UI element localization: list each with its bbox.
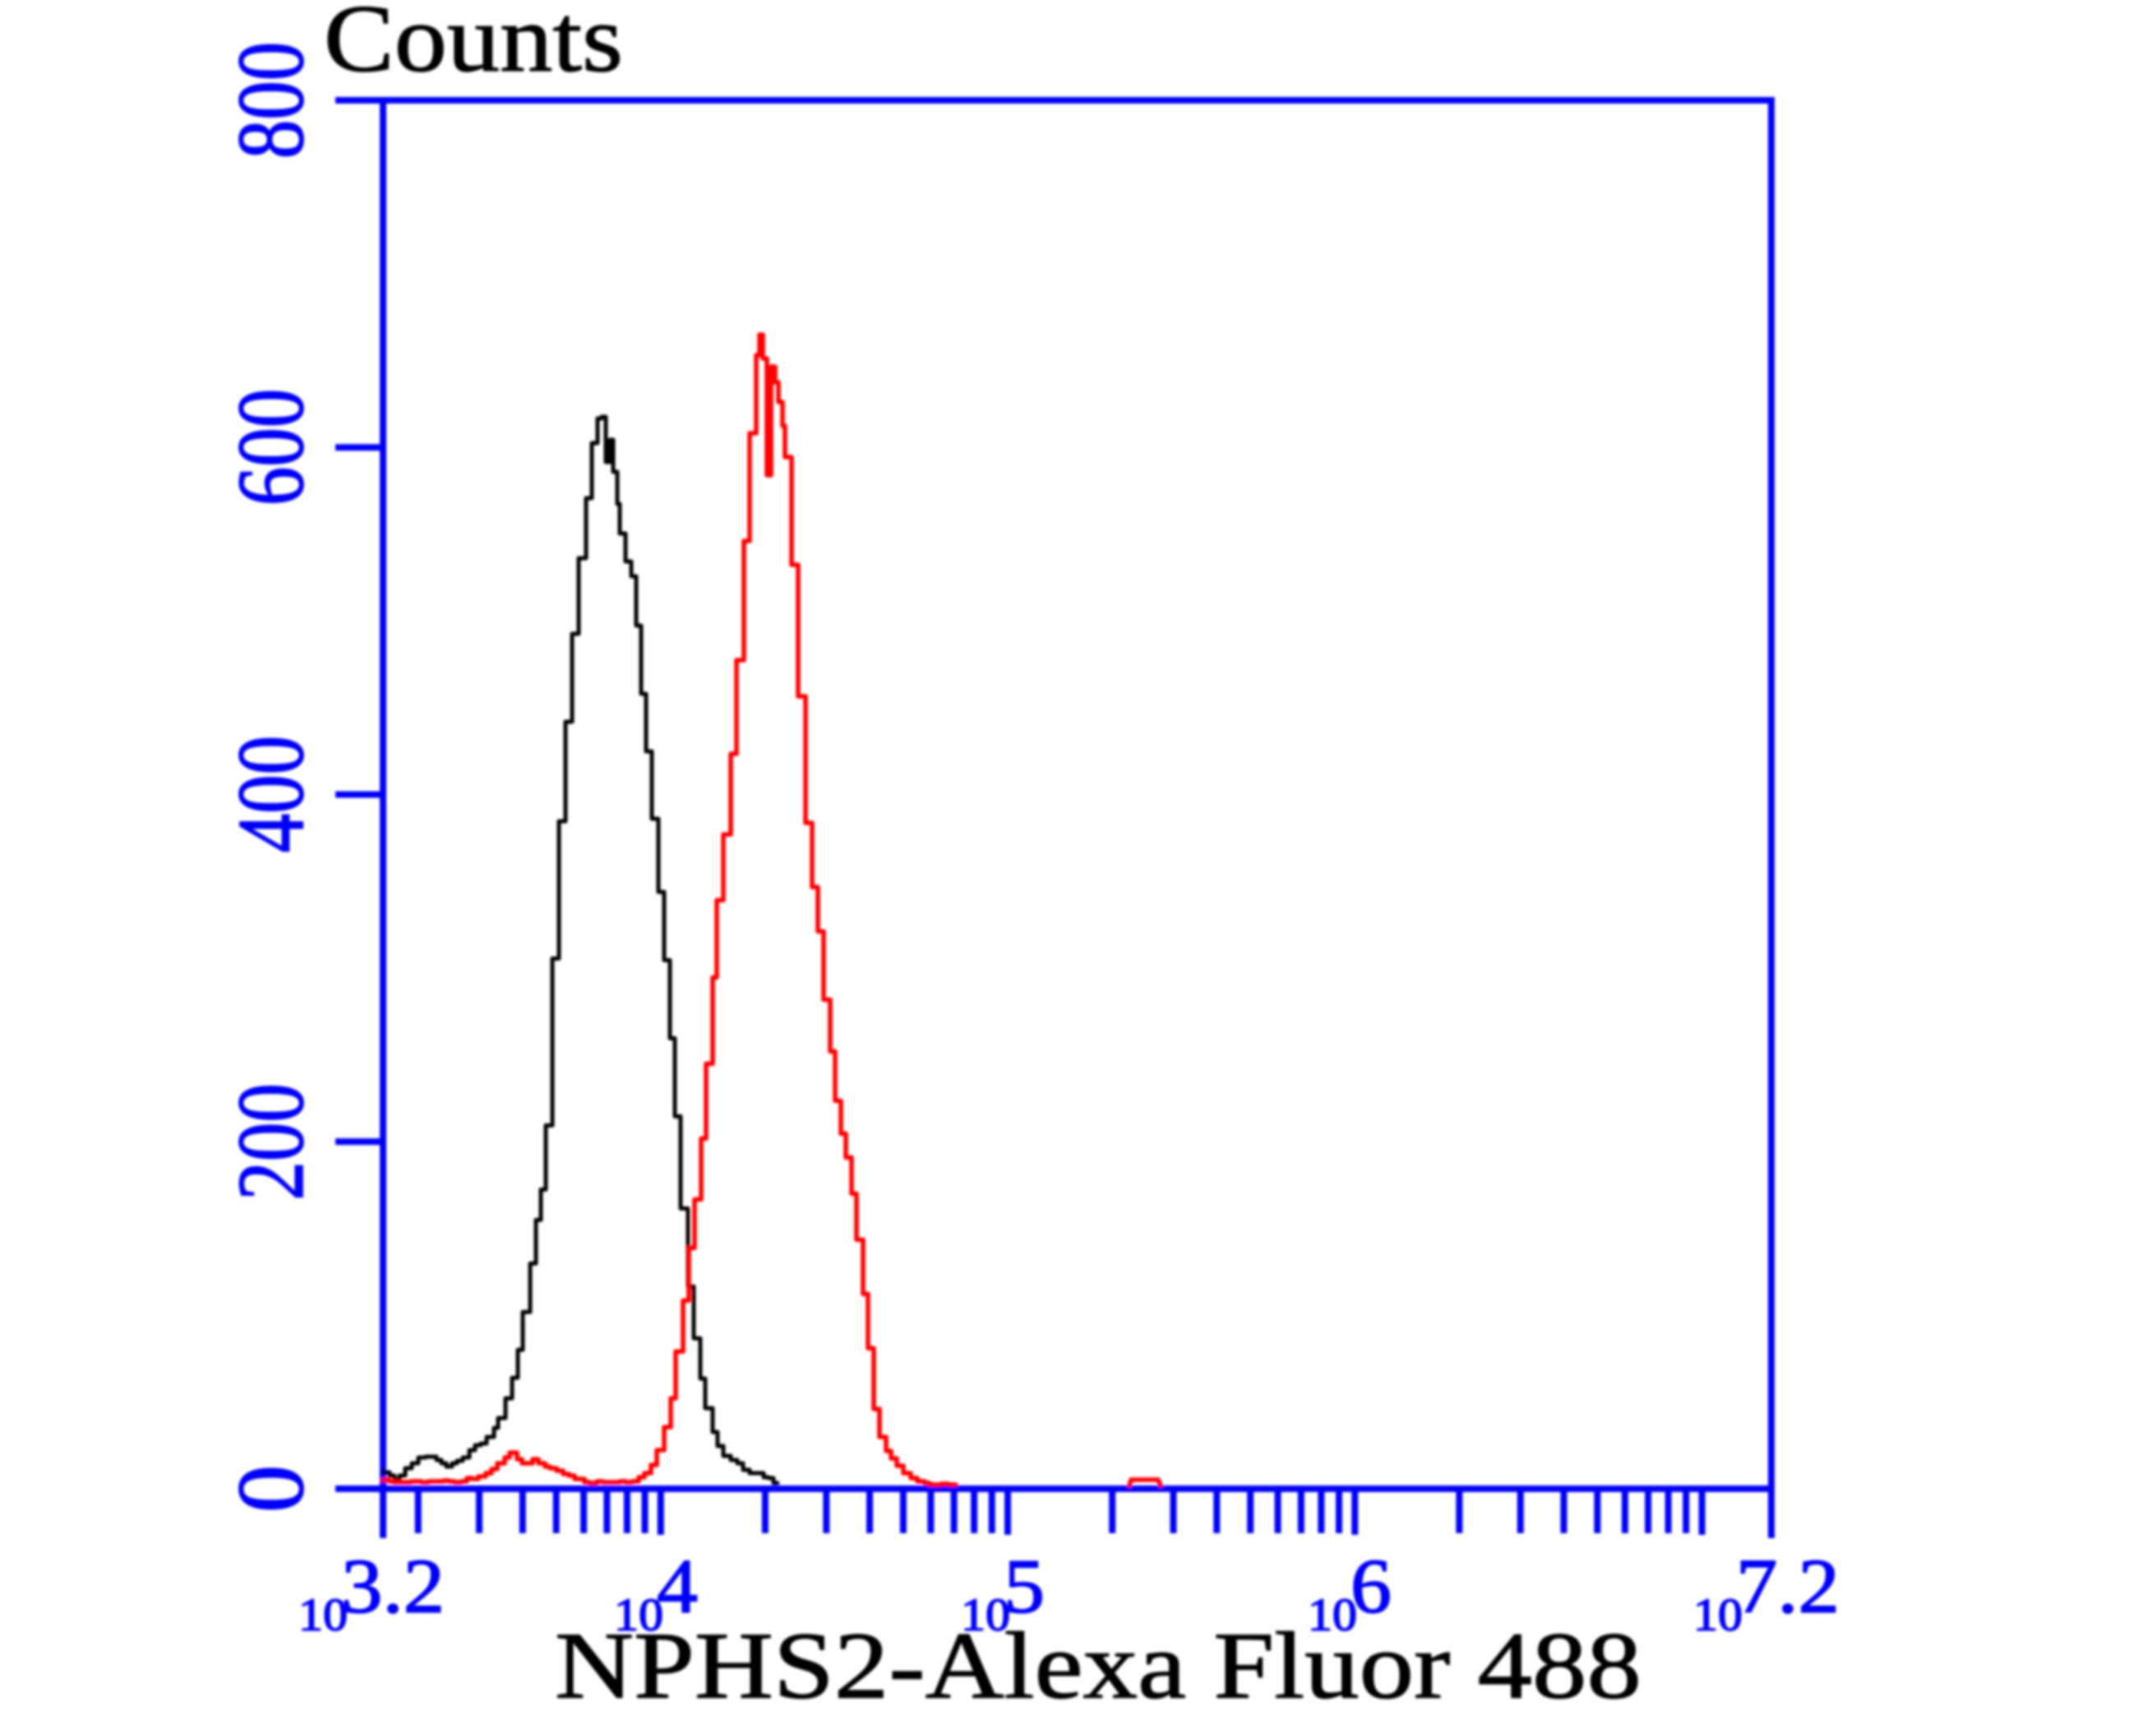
svg-text:Counts: Counts: [324, 0, 623, 92]
svg-text:5: 5: [1004, 1544, 1045, 1629]
svg-text:600: 600: [219, 389, 324, 506]
svg-text:3.2: 3.2: [341, 1544, 445, 1629]
svg-text:200: 200: [219, 1083, 324, 1201]
svg-text:4: 4: [657, 1544, 698, 1629]
svg-text:NPHS2-Alexa Fluor 488: NPHS2-Alexa Fluor 488: [555, 1614, 1641, 1714]
svg-text:10: 10: [614, 1590, 663, 1641]
svg-text:7.2: 7.2: [1736, 1544, 1840, 1629]
svg-text:6: 6: [1350, 1544, 1392, 1629]
svg-text:0: 0: [219, 1465, 324, 1513]
svg-text:400: 400: [219, 736, 324, 853]
svg-text:10: 10: [1693, 1590, 1743, 1641]
svg-text:800: 800: [219, 42, 324, 159]
svg-text:10: 10: [1308, 1590, 1357, 1641]
svg-text:10: 10: [961, 1590, 1010, 1641]
svg-text:10: 10: [298, 1590, 348, 1641]
